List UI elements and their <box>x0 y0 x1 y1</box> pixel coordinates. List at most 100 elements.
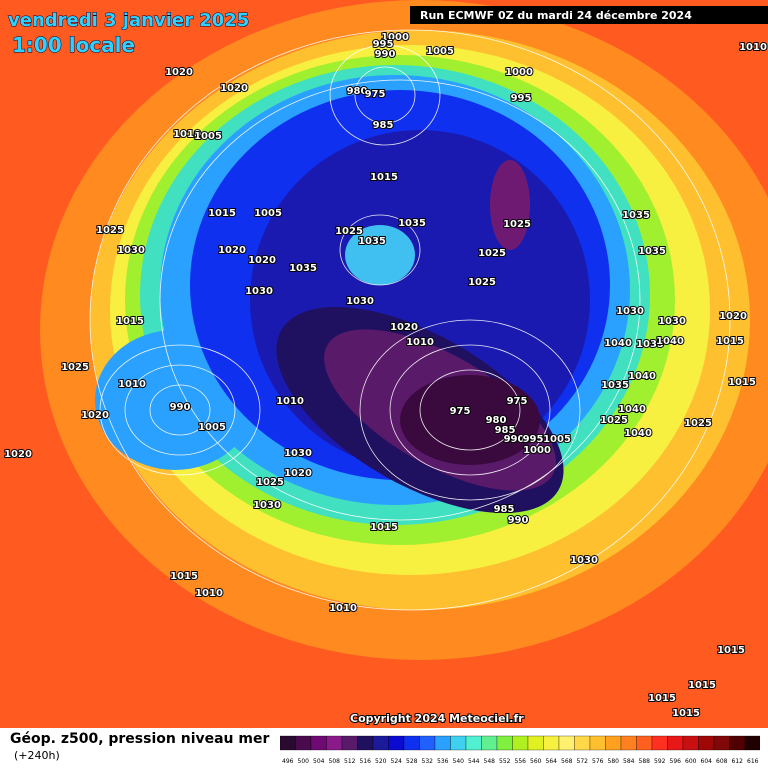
isobar-label: 1000 <box>381 32 409 43</box>
isobar-label: 1035 <box>636 339 664 350</box>
legend-swatch <box>388 735 405 751</box>
isobar-label: 1015 <box>208 208 236 219</box>
isobar-label: 1010 <box>276 396 304 407</box>
legend-label: 528 <box>406 758 418 765</box>
band <box>490 160 530 250</box>
band <box>400 375 540 465</box>
legend-swatch <box>512 735 529 751</box>
legend-label: 508 <box>329 758 341 765</box>
isobar-label: 1015 <box>688 680 716 691</box>
legend-label: 548 <box>484 758 496 765</box>
legend-label: 596 <box>670 758 682 765</box>
isobar-label: 975 <box>365 89 386 100</box>
isobar-label: 990 <box>170 402 191 413</box>
legend-swatch <box>651 735 668 751</box>
isobar-label: 1035 <box>622 210 650 221</box>
legend-swatch <box>450 735 467 751</box>
isobar-label: 1020 <box>81 410 109 421</box>
isobar-label: 1035 <box>398 218 426 229</box>
isobar-label: 1005 <box>426 46 454 57</box>
subtitle: 1:00 locale <box>12 33 135 57</box>
legend-label: 504 <box>313 758 325 765</box>
isobar-label: 1025 <box>468 277 496 288</box>
legend-label: 536 <box>437 758 449 765</box>
legend-label: 552 <box>499 758 511 765</box>
legend-swatch <box>667 735 684 751</box>
legend-label: 544 <box>468 758 480 765</box>
legend-swatch <box>496 735 513 751</box>
legend-swatch <box>574 735 591 751</box>
isobar-label: 1025 <box>503 219 531 230</box>
isobar-label: 1025 <box>600 415 628 426</box>
isobar-label: 1035 <box>358 236 386 247</box>
isobar-label: 1005 <box>194 131 222 142</box>
legend-swatch <box>326 735 343 751</box>
isobar-label: 1025 <box>256 477 284 488</box>
legend-swatch <box>295 735 312 751</box>
isobars <box>89 29 731 611</box>
legend-swatch <box>403 735 420 751</box>
copyright: Copyright 2024 Meteociel.fr <box>350 712 524 725</box>
isobar-label: 995 <box>523 434 544 445</box>
isobar-label: 985 <box>495 425 516 436</box>
isobar-label: 1025 <box>335 226 363 237</box>
legend-label: 584 <box>623 758 635 765</box>
legend-label: 524 <box>391 758 403 765</box>
isobar-label: 1015 <box>648 693 676 704</box>
isobar-label: 1020 <box>4 449 32 460</box>
isobar-label: 1005 <box>543 434 571 445</box>
legend-swatch <box>481 735 498 751</box>
footer-lead: (+240h) <box>14 749 60 762</box>
legend-swatch <box>465 735 482 751</box>
isobar-label: 975 <box>450 406 471 417</box>
isobar-label: 990 <box>504 434 525 445</box>
legend-swatch <box>698 735 715 751</box>
isobar-label: 1030 <box>346 296 374 307</box>
legend-label: 616 <box>747 758 759 765</box>
isobar-label: 1040 <box>618 404 646 415</box>
legend-swatch <box>341 735 358 751</box>
isobar-label: 1025 <box>61 362 89 373</box>
legend-label: 600 <box>685 758 697 765</box>
isobar-label: 1015 <box>717 645 745 656</box>
isobar-label: 1020 <box>165 67 193 78</box>
legend-swatch <box>372 735 389 751</box>
footer-label: Géop. z500, pression niveau mer <box>10 731 270 747</box>
isobar-label: 1025 <box>684 418 712 429</box>
isobar-label: 1040 <box>656 336 684 347</box>
legend-swatch <box>636 735 653 751</box>
legend-swatch <box>682 735 699 751</box>
legend-label: 576 <box>592 758 604 765</box>
legend-label: 560 <box>530 758 542 765</box>
legend-label: 604 <box>701 758 713 765</box>
title: vendredi 3 janvier 2025 <box>8 10 249 31</box>
isobar-label: 1010 <box>406 337 434 348</box>
legend-label: 588 <box>639 758 651 765</box>
legend-swatch <box>310 735 327 751</box>
legend-label: 580 <box>608 758 620 765</box>
legend-swatch <box>419 735 436 751</box>
isobar-label: 1015 <box>116 316 144 327</box>
legend-swatch <box>713 735 730 751</box>
legend-label: 520 <box>375 758 387 765</box>
isobar-label: 1015 <box>370 172 398 183</box>
isobar-label: 1025 <box>96 225 124 236</box>
isobar-label: 990 <box>375 49 396 60</box>
isobar-label: 1040 <box>624 428 652 439</box>
isobar-label: 1005 <box>198 422 226 433</box>
isobar-label: 1030 <box>117 245 145 256</box>
isobar-label: 995 <box>373 39 394 50</box>
isobar-label: 1035 <box>601 380 629 391</box>
isobar-label: 1040 <box>628 371 656 382</box>
isobar-label: 1030 <box>616 306 644 317</box>
isobar-label: 1030 <box>245 286 273 297</box>
legend-label: 572 <box>577 758 589 765</box>
isobar-label: 1025 <box>478 248 506 259</box>
legend-swatch <box>434 735 451 751</box>
isobar-label: 995 <box>511 93 532 104</box>
legend-label: 532 <box>422 758 434 765</box>
legend-label: 592 <box>654 758 666 765</box>
isobar-label: 1020 <box>719 311 747 322</box>
band <box>345 225 415 285</box>
